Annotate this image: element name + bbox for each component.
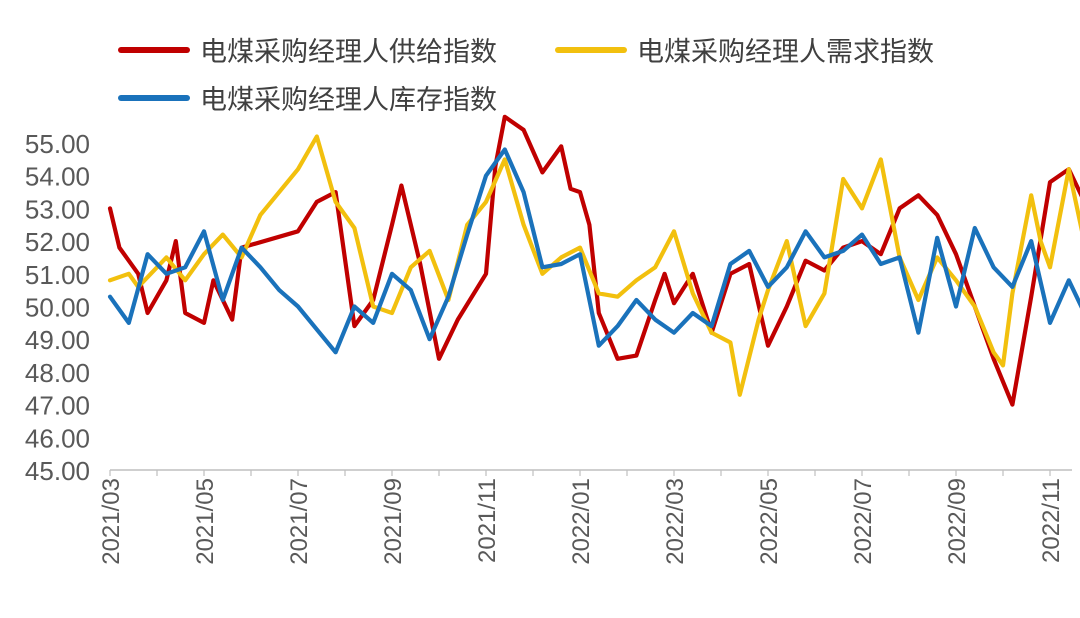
y-tick-label: 46.00	[25, 423, 90, 453]
x-tick-label: 2022/01	[568, 478, 595, 565]
x-tick-label: 2022/03	[662, 478, 689, 565]
legend-item-supply: 电煤采购经理人供给指数	[118, 30, 497, 69]
x-tick-label: 2021/03	[98, 478, 125, 565]
x-tick-label: 2021/05	[192, 478, 219, 565]
x-tick-label: 2022/07	[850, 478, 877, 565]
x-tick-label: 2021/07	[286, 478, 313, 565]
y-tick-label: 49.00	[25, 325, 90, 355]
legend-swatch-supply	[118, 46, 190, 53]
series-lines	[107, 114, 1080, 407]
x-tick-label: 2021/11	[474, 478, 501, 563]
x-tick-label: 2022/09	[944, 478, 971, 565]
legend-label-demand: 电煤采购经理人需求指数	[637, 37, 934, 68]
legend-item-demand: 电煤采购经理人需求指数	[555, 30, 934, 69]
demand-series-line	[107, 134, 1080, 397]
legend-label-inventory: 电煤采购经理人库存指数	[200, 85, 497, 116]
x-tick-label: 2022/11	[1038, 478, 1065, 563]
inventory-series-line	[107, 147, 1080, 355]
axes	[109, 469, 1072, 476]
x-tick-label: 2021/09	[380, 478, 407, 565]
y-tick-label: 47.00	[25, 391, 90, 421]
y-tick-label: 53.00	[25, 194, 90, 224]
y-tick-label: 55.00	[25, 129, 90, 159]
legend-swatch-demand	[555, 46, 627, 53]
legend-swatch-inventory	[118, 94, 190, 101]
y-tick-label: 45.00	[25, 456, 90, 486]
tick-labels: 55.0054.0053.0052.0051.0050.0049.0048.00…	[25, 129, 1065, 565]
legend-label-supply: 电煤采购经理人供给指数	[200, 37, 497, 68]
supply-series-line	[107, 114, 1080, 407]
y-tick-label: 48.00	[25, 358, 90, 388]
x-tick-label: 2022/05	[756, 478, 783, 565]
y-tick-label: 50.00	[25, 293, 90, 323]
y-tick-label: 51.00	[25, 260, 90, 290]
y-tick-label: 54.00	[25, 162, 90, 192]
legend-item-inventory: 电煤采购经理人库存指数	[118, 78, 497, 117]
y-tick-label: 52.00	[25, 227, 90, 257]
